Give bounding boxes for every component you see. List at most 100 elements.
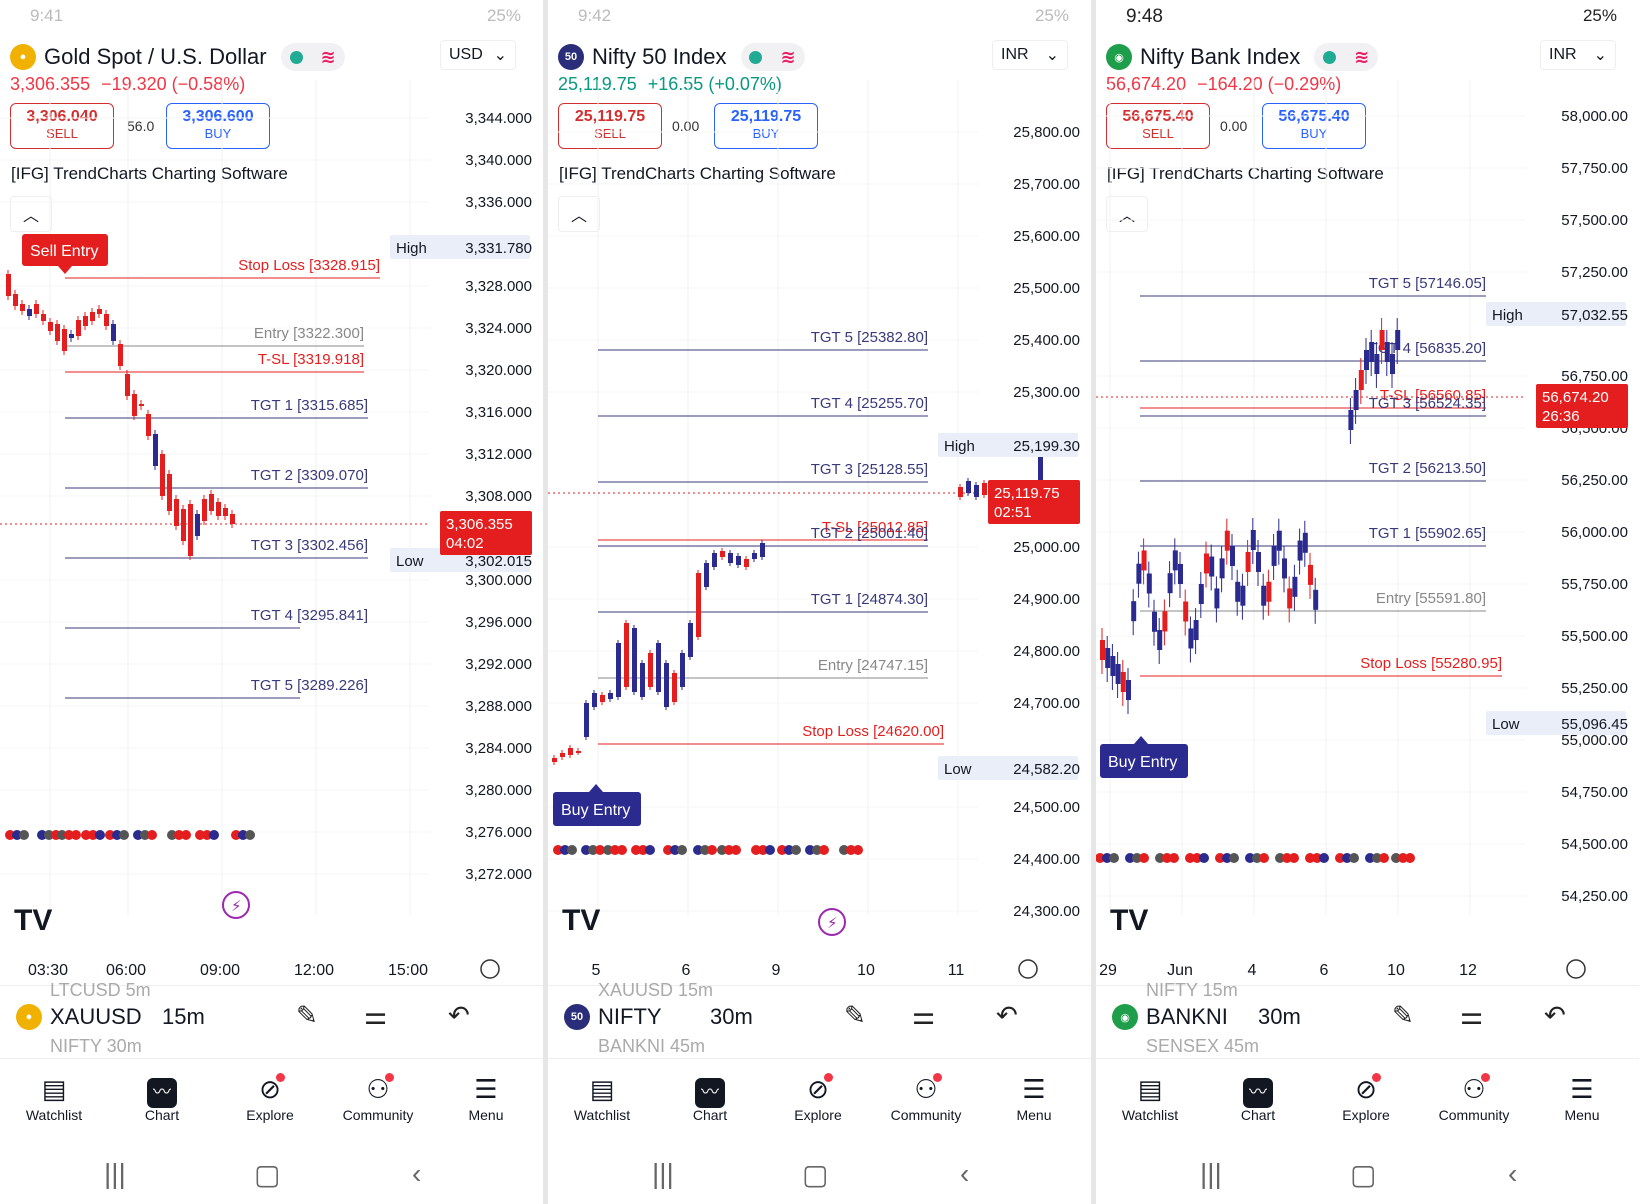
price-chart[interactable]: TGT 5 [57146.05]TGT 4 [56835.20]T-SL [56… [1096,0,1639,980]
candle-body [760,543,765,557]
undo-icon[interactable]: ↶ [448,1000,470,1030]
price-change: −19.320 (−0.58%) [101,74,246,94]
indicator-name[interactable]: [IFG] TrendCharts Charting Software [11,164,288,183]
buy-button[interactable]: 56,675.40 BUY [1262,103,1366,149]
sell-button[interactable]: 56,675.40 SELL [1106,103,1210,149]
candle-body [1230,545,1235,566]
pencil-icon[interactable]: ✎ [1392,1000,1414,1030]
nav-menu[interactable]: ☰ Menu [1532,1071,1632,1123]
nav-menu[interactable]: ☰ Menu [984,1071,1084,1123]
pencil-icon[interactable]: ✎ [844,1000,866,1030]
currency-select[interactable]: INR ⌄ [1540,40,1616,70]
nav-watchlist[interactable]: ▤ Watchlist [4,1071,104,1123]
nav-explore[interactable]: ⊘ Explore [220,1071,320,1123]
nav-watchlist[interactable]: ▤ Watchlist [552,1071,652,1123]
candle-body [1313,589,1319,610]
candle-body [966,481,971,493]
nav-chart[interactable]: 〰 Chart [1208,1071,1308,1123]
candle-body [958,487,963,497]
indicator-name[interactable]: [IFG] TrendCharts Charting Software [1107,164,1384,183]
symbol-title[interactable]: Nifty Bank Index [1140,44,1301,69]
symbol-selector[interactable]: ● XAUUSD [16,1004,142,1030]
recents-icon[interactable]: ||| [652,1158,674,1189]
symbol-header[interactable]: 50 Nifty 50 Index ≋ [558,40,805,74]
nav-community[interactable]: ⚇ Community [1424,1071,1524,1123]
candle-body [1390,354,1395,374]
market-status-pill[interactable]: ≋ [280,43,345,71]
event-dot [1391,853,1401,863]
candle-body [1152,611,1157,632]
recents-icon[interactable]: ||| [1200,1158,1222,1189]
status-bar: 9:48 25% [1096,0,1639,32]
candle-body [1276,530,1282,551]
event-dot [610,845,620,855]
home-icon[interactable]: ▢ [1350,1159,1377,1190]
candle-body [48,322,53,331]
back-icon[interactable]: ‹ [412,1158,422,1189]
indicator-name[interactable]: [IFG] TrendCharts Charting Software [559,164,836,183]
nav-watchlist[interactable]: ▤ Watchlist [1100,1071,1200,1123]
event-dot [140,830,150,840]
event-dot [853,845,863,855]
spread-value: 0.00 [672,118,700,134]
market-status-pill[interactable]: ≋ [1314,43,1379,71]
candle-body [55,324,60,341]
chevron-down-icon: ⌄ [1045,47,1059,64]
candle-body [736,556,741,565]
currency-select[interactable]: USD ⌄ [440,40,516,70]
nav-chart[interactable]: 〰 Chart [112,1071,212,1123]
event-dot [133,830,143,840]
event-dot [617,845,627,855]
symbol-header[interactable]: ● Gold Spot / U.S. Dollar ≋ [10,40,345,74]
candle-body [1287,588,1293,609]
indicators-icon[interactable]: ⚌ [1460,1000,1484,1030]
indicators-icon[interactable]: ⚌ [912,1000,936,1030]
sell-button[interactable]: 25,119.75 SELL [558,103,662,149]
collapse-button[interactable]: ︿ [1106,196,1148,232]
symbol-selector[interactable]: ◉ BANKNI [1112,1004,1228,1030]
price-chart[interactable]: TGT 5 [25382.80] TGT 4 [25255.70] TGT 3 [2… [548,0,1091,980]
event-dot [1372,853,1382,863]
undo-icon[interactable]: ↶ [1544,1000,1566,1030]
indicators-icon[interactable]: ⚌ [364,1000,388,1030]
interval-selector[interactable]: 30m [1258,1004,1301,1029]
collapse-button[interactable]: ︿ [558,196,600,232]
level-label: TGT 1 [24874.30] [811,591,928,608]
event-dot [1125,853,1135,863]
spread-value: 56.0 [127,118,155,134]
nav-community[interactable]: ⚇ Community [876,1071,976,1123]
nav-explore[interactable]: ⊘ Explore [1316,1071,1416,1123]
candle-body [223,508,228,516]
home-icon[interactable]: ▢ [254,1159,281,1190]
currency-select[interactable]: INR ⌄ [992,40,1068,70]
price-chart[interactable]: Stop Loss [3328.915] Entry [3322.300] T-SL… [0,0,543,980]
recents-icon[interactable]: ||| [104,1158,126,1189]
market-status-pill[interactable]: ≋ [740,43,805,71]
undo-icon[interactable]: ↶ [996,1000,1018,1030]
symbol-title[interactable]: Nifty 50 Index [592,44,727,69]
chevron-down-icon: ⌄ [1593,47,1607,64]
event-dot [202,830,212,840]
chevron-up-icon: ︿ [22,208,39,225]
candle-body [1271,545,1277,566]
level-label: TGT 2 [3309.070] [251,467,368,484]
home-icon[interactable]: ▢ [802,1159,829,1190]
buy-button[interactable]: 3,306.600 BUY [166,103,270,149]
nav-explore[interactable]: ⊘ Explore [768,1071,868,1123]
back-icon[interactable]: ‹ [960,1158,970,1189]
pencil-icon[interactable]: ✎ [296,1000,318,1030]
candle-body [90,312,95,321]
sell-button[interactable]: 3,306.040 SELL [10,103,114,149]
nav-chart[interactable]: 〰 Chart [660,1071,760,1123]
event-dot [1229,853,1239,863]
interval-selector[interactable]: 30m [710,1004,753,1029]
symbol-header[interactable]: ◉ Nifty Bank Index ≋ [1106,40,1379,74]
interval-selector[interactable]: 15m [162,1004,205,1029]
buy-button[interactable]: 25,119.75 BUY [714,103,818,149]
back-icon[interactable]: ‹ [1508,1158,1518,1189]
symbol-selector[interactable]: 50 NIFTY [564,1004,662,1030]
candle-body [1115,664,1121,684]
nav-menu[interactable]: ☰ Menu [436,1071,536,1123]
symbol-title[interactable]: Gold Spot / U.S. Dollar [44,44,267,69]
nav-community[interactable]: ⚇ Community [328,1071,428,1123]
